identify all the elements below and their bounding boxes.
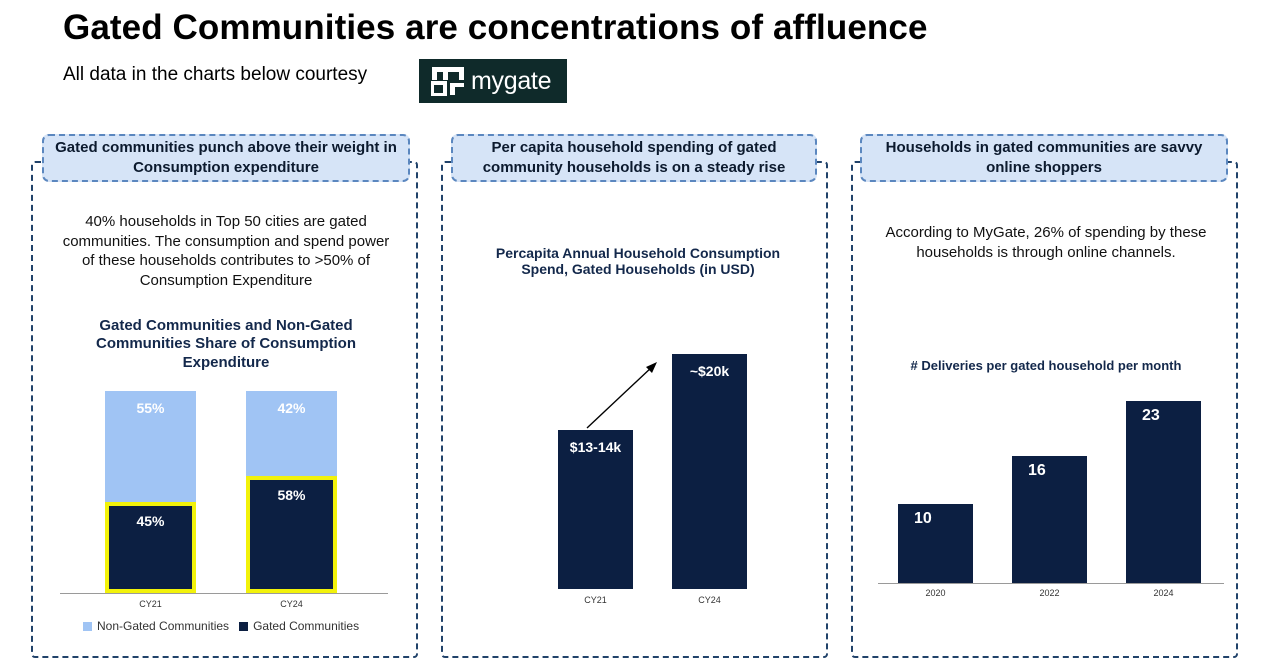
page-title: Gated Communities are concentrations of … [63,8,928,47]
bar-non-gated [105,391,196,503]
bar-non-gated [246,391,337,476]
panel-online-shoppers: Households in gated communities are savv… [851,134,1238,658]
data-label: 42% [277,400,306,416]
bar [1126,401,1201,583]
legend-swatch-dark [239,621,249,631]
bar [1012,456,1087,583]
legend-item-non-gated: Non-Gated Communities [83,619,229,633]
bar-gated [105,502,196,593]
x-tick-label: 2024 [1153,588,1174,598]
x-tick-label: CY24 [698,595,721,605]
mygate-logo-icon [431,66,465,96]
bar-gated [246,475,337,593]
legend-item-gated: Gated Communities [239,619,359,633]
bar [898,503,973,583]
chart-title: Percapita Annual Household Consumption S… [495,245,781,278]
x-tick-label: CY21 [584,595,607,605]
legend-swatch-light [83,621,92,631]
panel-description: According to MyGate, 26% of spending by … [885,224,1207,261]
panel-heading: Households in gated communities are savv… [860,134,1228,182]
upward-trend-arrow-icon [586,362,657,429]
chart-legend: Non-Gated Communities Gated Communities [83,619,369,633]
data-label: ~$20k [689,363,730,379]
panel-consumption-share: Gated communities punch above their weig… [31,134,418,658]
x-axis [60,593,388,594]
data-label: 23 [1142,407,1160,424]
x-tick-label: CY24 [280,599,303,609]
data-label: 16 [1028,462,1046,480]
legend-label: Non-Gated Communities [97,619,230,633]
panel-heading: Per capita household spending of gated c… [451,134,817,182]
panel-per-capita-spend: Per capita household spending of gated c… [441,134,828,658]
bar [672,354,747,589]
x-tick-label: 2020 [925,588,946,598]
legend-label: Gated Communities [253,619,360,633]
page-subtitle: All data in the charts below courtesy [63,64,368,85]
x-tick-label: CY21 [139,599,162,609]
panel-description: 40% households in Top 50 cities are gate… [62,213,390,289]
panel-heading: Gated communities punch above their weig… [42,134,410,182]
data-label: $13-14k [569,439,622,456]
data-label: 58% [277,486,306,503]
data-label: 10 [914,509,932,527]
data-label: 45% [136,513,165,530]
data-label: 55% [136,400,165,416]
x-tick-label: 2022 [1039,588,1060,598]
mygate-logo-text: mygate [471,66,552,95]
x-axis [878,583,1224,584]
bar [558,430,633,589]
chart-title: # Deliveries per gated household per mon… [910,358,1182,373]
chart-title: Gated Communities and Non-Gated Communit… [95,317,356,371]
mygate-logo: mygate [419,59,567,103]
